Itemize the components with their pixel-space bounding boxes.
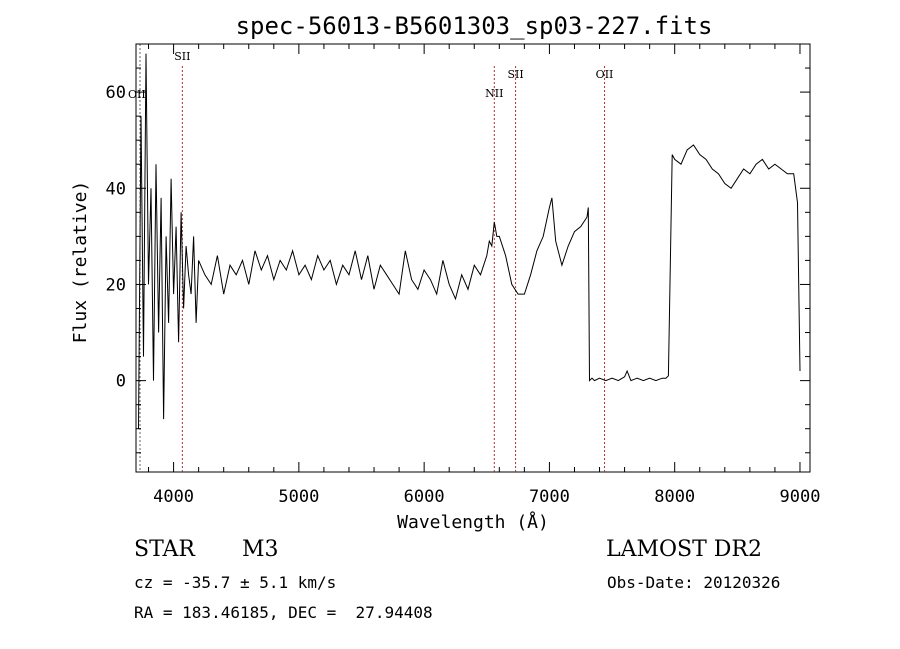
y-tick-label: 20 (106, 275, 126, 295)
x-tick-label: 8000 (654, 487, 695, 507)
x-tick-label: 4000 (153, 487, 194, 507)
object-subclass: M3 (242, 537, 279, 562)
offscale-line-label: OII (128, 88, 146, 101)
y-axis-label: Flux (relative) (70, 181, 91, 344)
y-axis-ticks: 0 20 40 60 (106, 67, 810, 454)
line-marker-label: SII (174, 50, 190, 63)
x-axis-ticks: 4000 5000 6000 7000 8000 9000 (148, 44, 821, 507)
y-tick-label: 40 (106, 179, 126, 199)
line-marker-label: SII (507, 68, 523, 81)
spectrum-line (138, 53, 801, 429)
y-tick-label: 60 (106, 83, 126, 103)
object-class: STAR (134, 537, 195, 562)
x-tick-label: 6000 (404, 487, 445, 507)
chart-title: spec-56013-B5601303_sp03-227.fits (236, 12, 713, 40)
line-markers: SII NII SII OII (174, 50, 613, 472)
survey-name: LAMOST DR2 (606, 537, 762, 562)
line-marker-label: NII (485, 87, 503, 100)
x-tick-label: 7000 (529, 487, 570, 507)
velocity-readout: cz = -35.7 ± 5.1 km/s (134, 573, 337, 592)
plot-frame (135, 43, 811, 473)
obs-date: Obs-Date: 20120326 (607, 573, 781, 592)
y-tick-label: 0 (116, 372, 126, 392)
coordinates: RA = 183.46185, DEC = 27.94408 (134, 603, 433, 622)
line-marker-label: OII (596, 68, 614, 81)
x-tick-label: 5000 (278, 487, 319, 507)
x-tick-label: 9000 (780, 487, 821, 507)
x-axis-label: Wavelength (Å) (397, 511, 549, 533)
